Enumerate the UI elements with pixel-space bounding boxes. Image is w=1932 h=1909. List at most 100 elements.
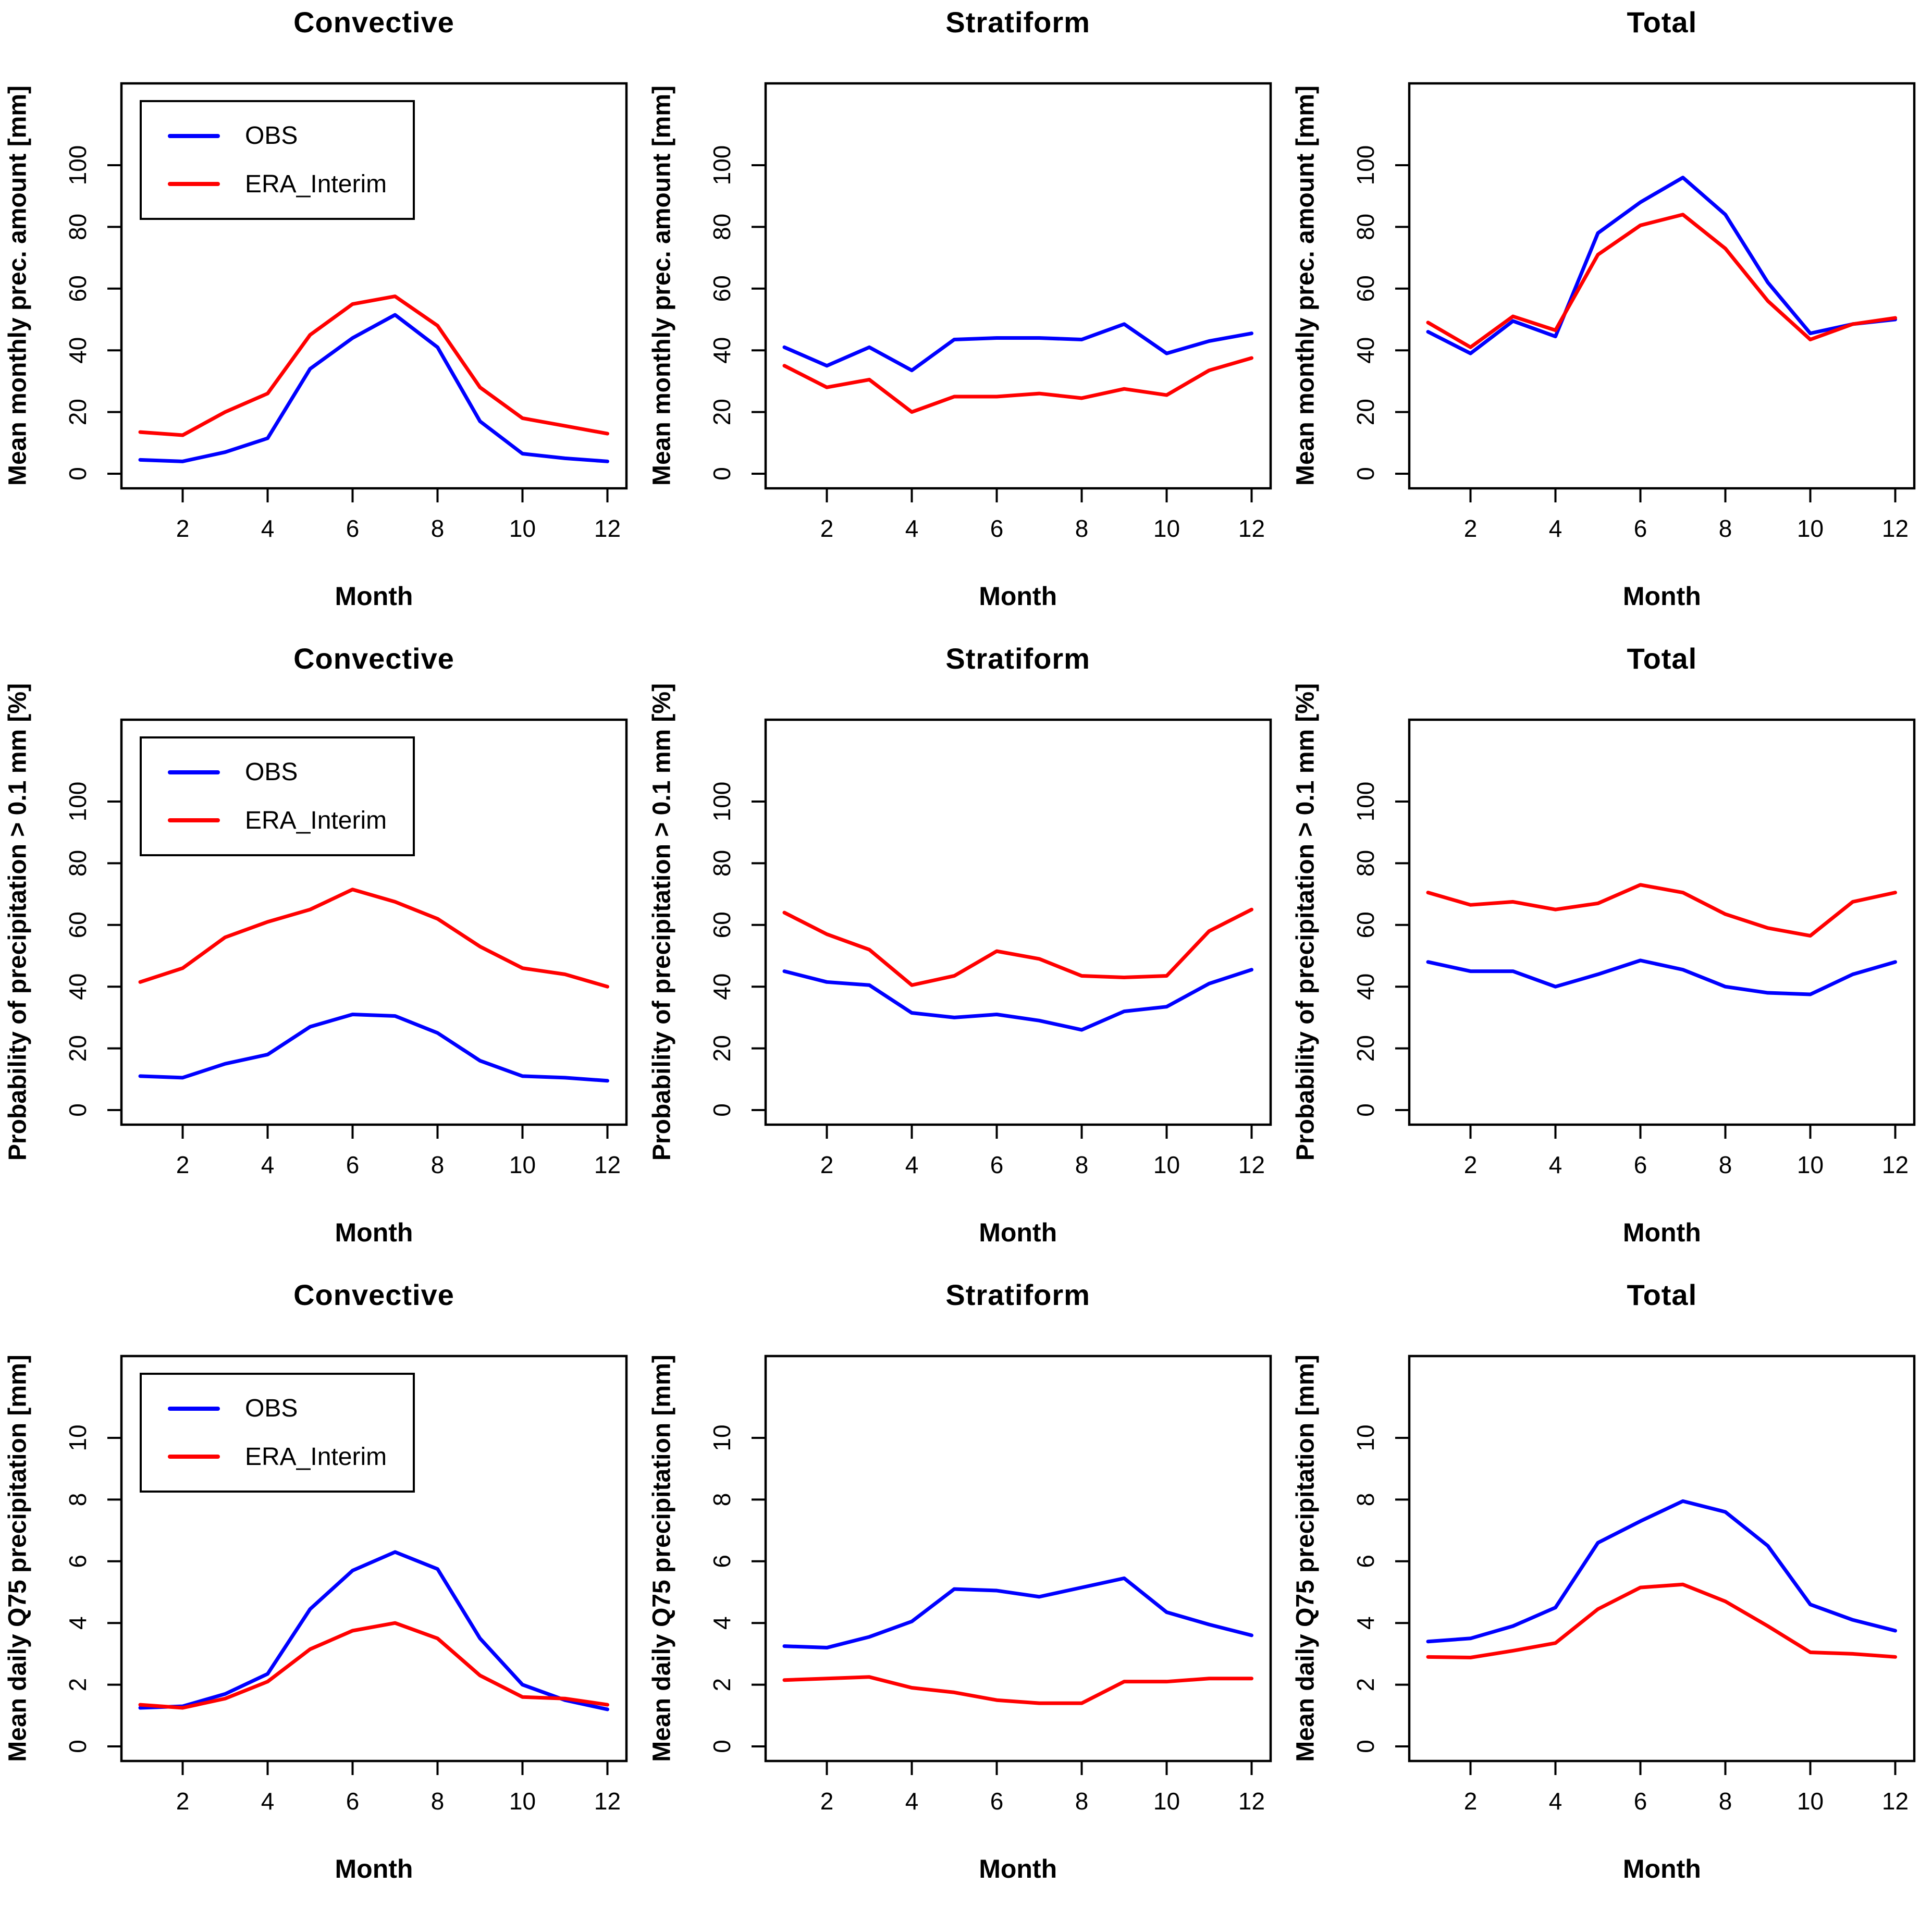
- svg-text:2: 2: [708, 1678, 735, 1692]
- chart-panel: Total Mean daily Q75 precipitation [mm] …: [1288, 1273, 1931, 1909]
- svg-text:2: 2: [820, 1788, 833, 1815]
- svg-text:6: 6: [990, 1151, 1003, 1178]
- plot-area: 0 2 4 6 8 10 2 4 6 8 10 12: [708, 1354, 1272, 1815]
- svg-text:4: 4: [708, 1616, 735, 1630]
- svg-text:6: 6: [708, 1555, 735, 1568]
- svg-text:6: 6: [1634, 1788, 1647, 1815]
- svg-text:4: 4: [1549, 1151, 1562, 1178]
- svg-text:0: 0: [708, 1103, 735, 1117]
- legend-item-era: ERA_Interim: [168, 170, 413, 199]
- legend-label-obs: OBS: [245, 758, 298, 786]
- svg-text:100: 100: [1352, 145, 1379, 186]
- svg-text:20: 20: [1352, 1035, 1379, 1062]
- x-axis-label: Month: [1622, 582, 1701, 611]
- legend-label-era: ERA_Interim: [245, 1443, 387, 1471]
- chart-panel: Convective Mean monthly prec. amount [mm…: [0, 0, 644, 636]
- legend: OBS ERA_Interim: [140, 100, 415, 220]
- x-axis-label: Month: [335, 582, 413, 611]
- svg-text:2: 2: [1352, 1678, 1379, 1692]
- chart-title: Stratiform: [945, 642, 1090, 675]
- svg-text:4: 4: [905, 1151, 918, 1178]
- plot-area: 0 20 40 60 80 100 2 4 6 8 10 12: [708, 82, 1272, 542]
- x-axis-label: Month: [979, 1218, 1057, 1247]
- legend-label-obs: OBS: [245, 122, 298, 150]
- plot-area: 0 20 40 60 80 100 2 4 6 8 10 12: [64, 718, 628, 1178]
- svg-text:12: 12: [1238, 1151, 1265, 1178]
- svg-text:12: 12: [1238, 515, 1265, 542]
- svg-text:60: 60: [1352, 912, 1379, 938]
- legend-label-era: ERA_Interim: [245, 170, 387, 198]
- svg-text:100: 100: [64, 145, 91, 186]
- svg-text:40: 40: [64, 974, 91, 1000]
- svg-text:10: 10: [64, 1424, 91, 1451]
- svg-text:40: 40: [708, 974, 735, 1000]
- x-axis-label: Month: [1622, 1854, 1701, 1883]
- plot-area: 0 2 4 6 8 10 2 4 6 8 10 12: [1352, 1354, 1916, 1815]
- svg-text:6: 6: [346, 1151, 360, 1178]
- legend: OBS ERA_Interim: [140, 1373, 415, 1493]
- svg-text:6: 6: [990, 1788, 1003, 1815]
- svg-text:8: 8: [1075, 515, 1088, 542]
- svg-text:8: 8: [1719, 1788, 1732, 1815]
- chart-title: Convective: [293, 1278, 454, 1311]
- chart-panel: Total Mean monthly prec. amount [mm] 0 20…: [1288, 0, 1931, 636]
- svg-text:6: 6: [64, 1555, 91, 1568]
- svg-text:0: 0: [64, 1103, 91, 1117]
- svg-text:8: 8: [64, 1493, 91, 1507]
- svg-text:12: 12: [1882, 515, 1909, 542]
- chart-title: Stratiform: [945, 6, 1090, 39]
- legend-label-obs: OBS: [245, 1395, 298, 1423]
- svg-text:2: 2: [176, 1788, 190, 1815]
- svg-text:6: 6: [346, 515, 360, 542]
- svg-text:4: 4: [261, 515, 275, 542]
- obs-line-swatch: [168, 133, 220, 138]
- chart-title: Total: [1627, 642, 1697, 675]
- svg-text:10: 10: [509, 1151, 536, 1178]
- chart-title: Total: [1627, 6, 1697, 39]
- x-axis-label: Month: [1622, 1218, 1701, 1247]
- svg-text:80: 80: [64, 850, 91, 877]
- svg-text:4: 4: [1549, 1788, 1562, 1815]
- era-line-swatch: [168, 1455, 220, 1459]
- svg-text:40: 40: [1352, 974, 1379, 1000]
- svg-text:20: 20: [708, 399, 735, 425]
- svg-text:0: 0: [708, 467, 735, 481]
- svg-text:12: 12: [1882, 1788, 1909, 1815]
- svg-text:8: 8: [431, 1788, 445, 1815]
- svg-text:20: 20: [708, 1035, 735, 1062]
- svg-text:60: 60: [64, 275, 91, 302]
- chart-panel: Convective Mean daily Q75 precipitation …: [0, 1273, 644, 1909]
- legend-label-era: ERA_Interim: [245, 806, 387, 834]
- svg-text:2: 2: [176, 1151, 190, 1178]
- svg-text:10: 10: [1797, 1151, 1824, 1178]
- chart-panel: Stratiform Mean monthly prec. amount [mm…: [644, 0, 1288, 636]
- svg-text:4: 4: [905, 515, 918, 542]
- chart-title: Convective: [293, 642, 454, 675]
- plot-area: 0 2 4 6 8 10 2 4 6 8 10 12: [64, 1354, 628, 1815]
- chart-panel: Convective Probability of precipitation …: [0, 636, 644, 1273]
- svg-text:2: 2: [820, 1151, 833, 1178]
- svg-text:0: 0: [708, 1740, 735, 1753]
- chart-panel: Total Probability of precipitation > 0.1…: [1288, 636, 1931, 1273]
- chart-panel: Stratiform Mean daily Q75 precipitation …: [644, 1273, 1288, 1909]
- svg-text:20: 20: [1352, 399, 1379, 425]
- svg-text:20: 20: [64, 399, 91, 425]
- chart-title: Stratiform: [945, 1278, 1090, 1311]
- svg-text:80: 80: [708, 214, 735, 240]
- plot-area: 0 20 40 60 80 100 2 4 6 8 10 12: [64, 82, 628, 542]
- legend-item-obs: OBS: [168, 1394, 413, 1423]
- svg-text:100: 100: [708, 782, 735, 822]
- svg-text:40: 40: [1352, 337, 1379, 364]
- svg-text:4: 4: [905, 1788, 918, 1815]
- svg-text:0: 0: [64, 467, 91, 481]
- svg-text:8: 8: [1352, 1493, 1379, 1507]
- svg-text:10: 10: [708, 1424, 735, 1451]
- obs-line-swatch: [168, 770, 220, 774]
- x-axis-label: Month: [335, 1854, 413, 1883]
- svg-text:12: 12: [594, 1151, 621, 1178]
- x-axis-label: Month: [335, 1218, 413, 1247]
- era-line-swatch: [168, 818, 220, 823]
- x-axis-label: Month: [979, 582, 1057, 611]
- plot-area: 0 20 40 60 80 100 2 4 6 8 10 12: [708, 718, 1272, 1178]
- svg-text:4: 4: [64, 1616, 91, 1630]
